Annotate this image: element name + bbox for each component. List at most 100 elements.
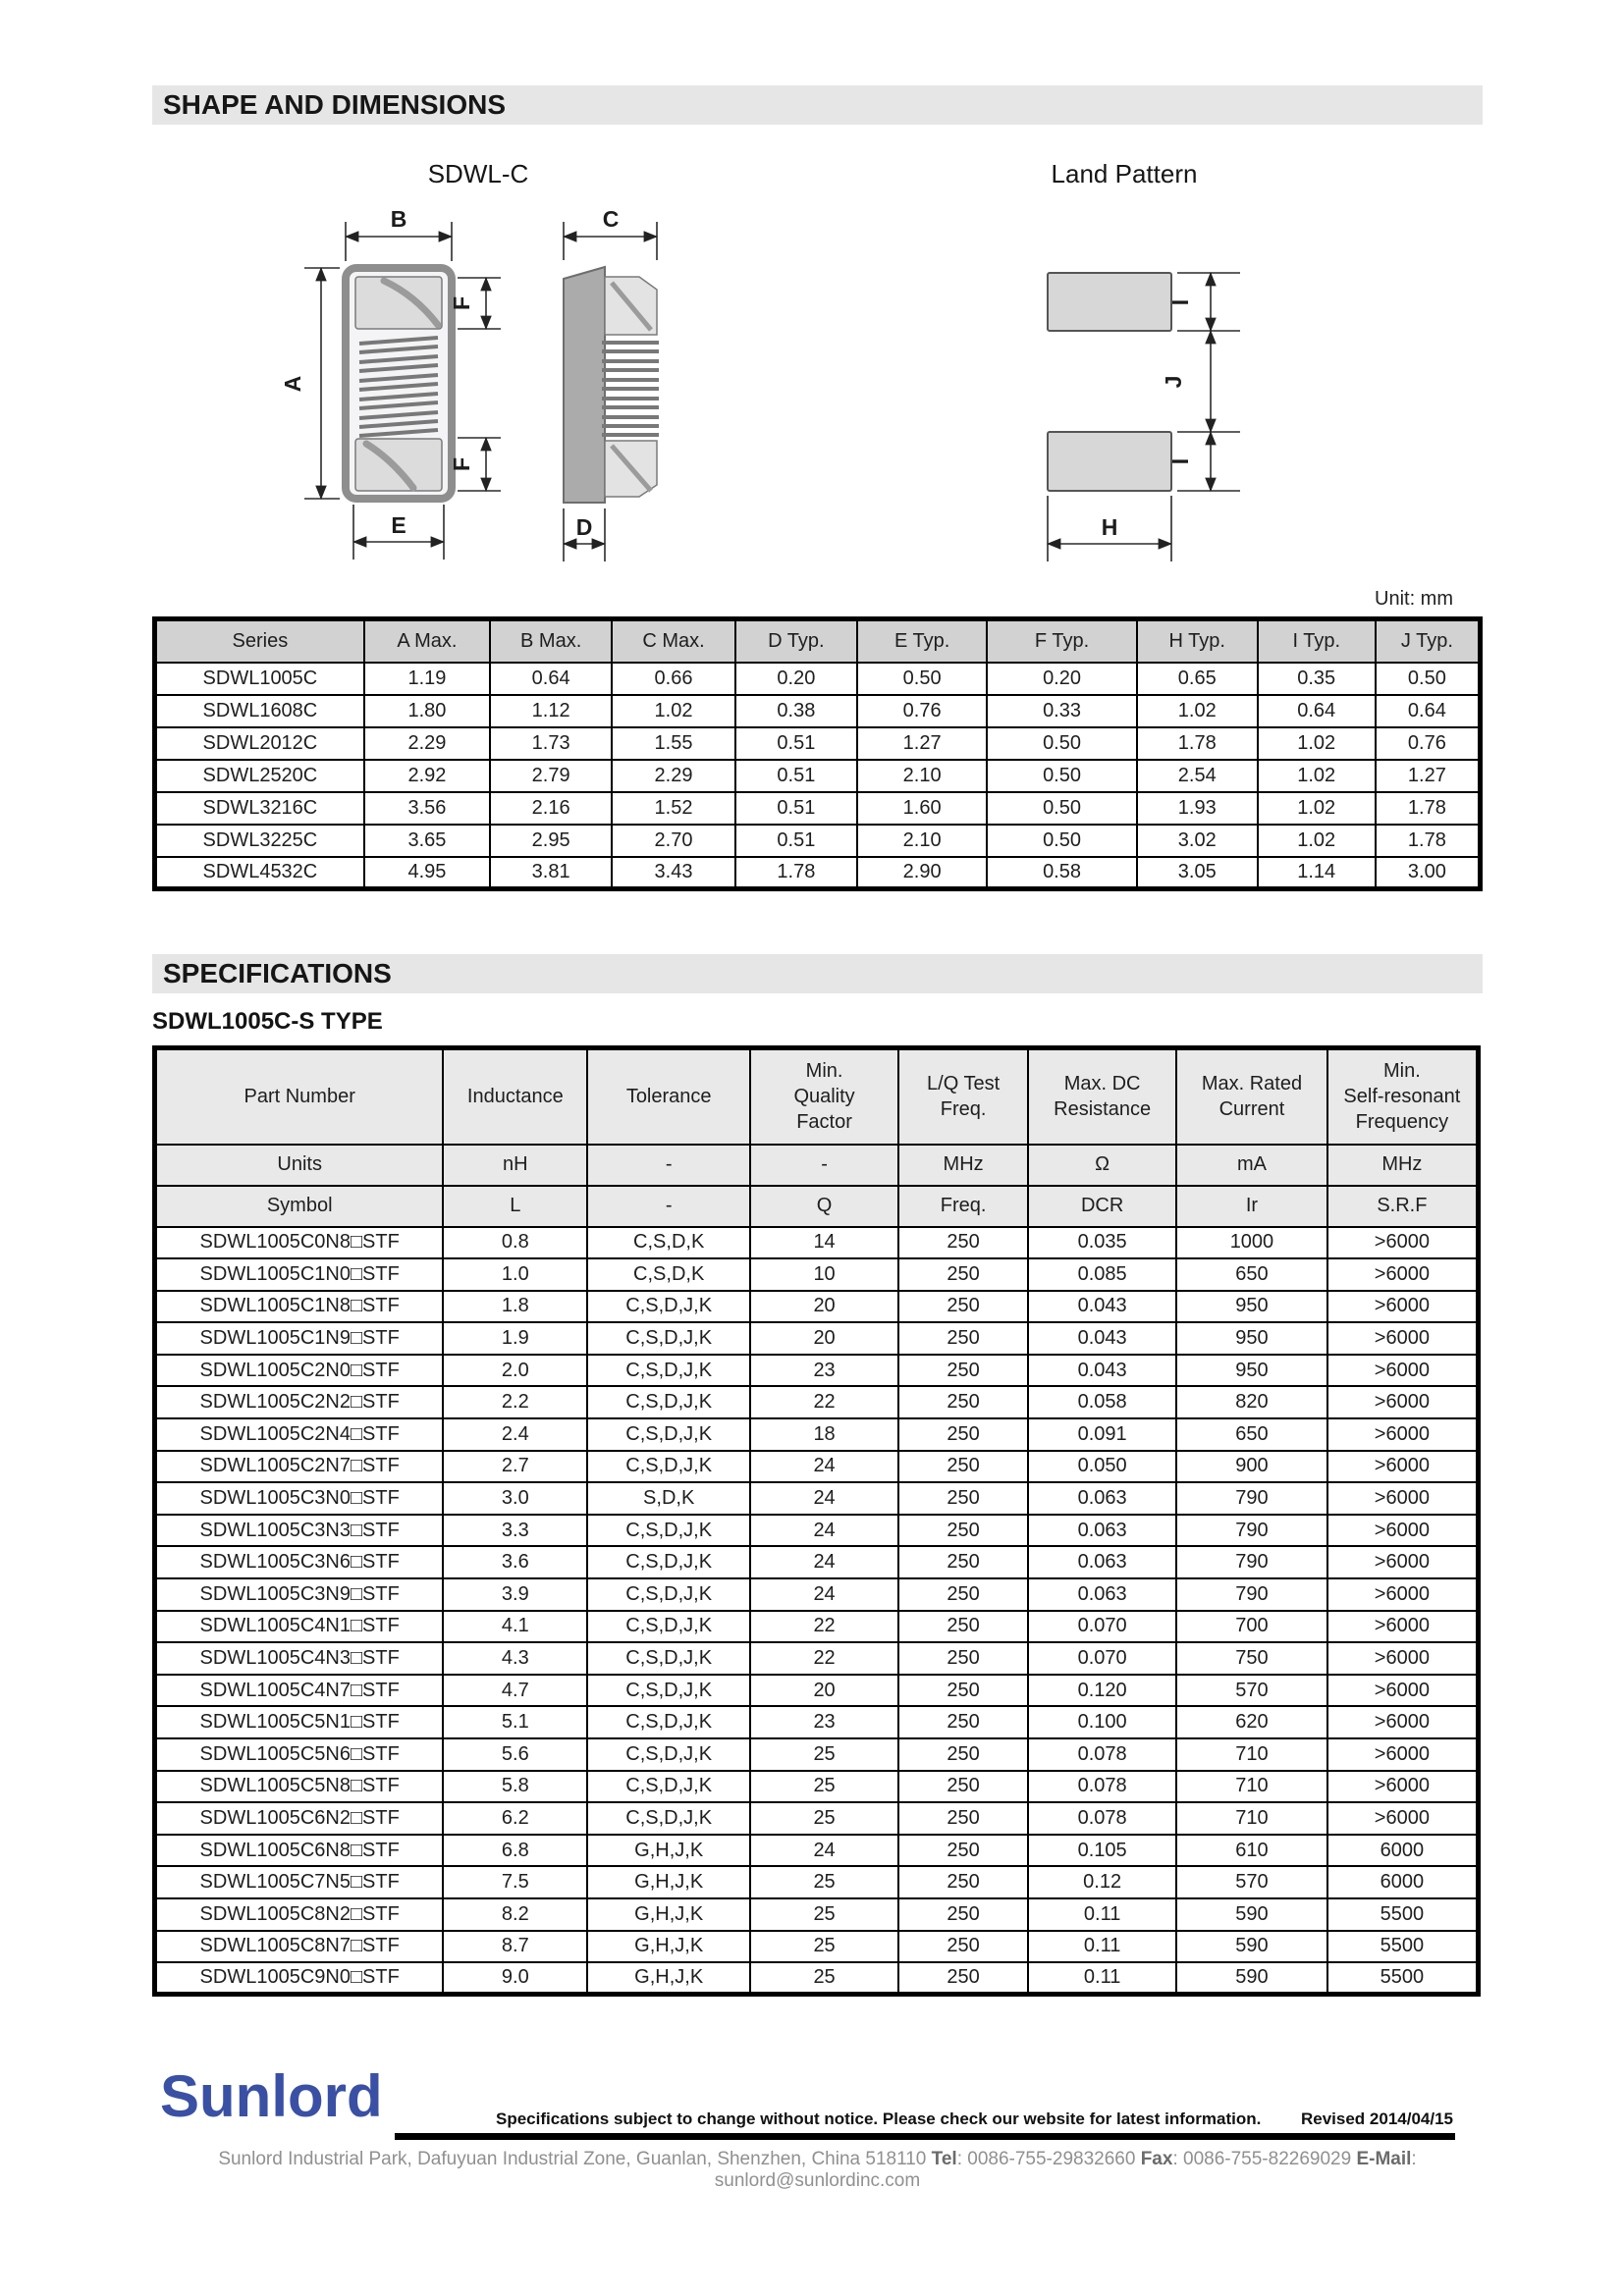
address-email: : sunlord@sunlordinc.com (714, 2149, 1417, 2191)
footer-disclaimer: Specifications subject to change without… (496, 2109, 1453, 2129)
table-row: SDWL4532C 4.95 3.81 3.43 1.78 2.90 0.58 3.05 1.1… (153, 855, 1482, 890)
cell: 710 (1175, 1801, 1328, 1836)
section-header-specifications: SPECIFICATIONS (152, 954, 1483, 993)
dim-label-f-top: F (449, 296, 474, 310)
cell: 2.7 (442, 1449, 589, 1484)
cell: 2.95 (489, 823, 614, 858)
cell: 6.2 (442, 1801, 589, 1836)
cell: 250 (897, 1321, 1030, 1356)
cell: 24 (749, 1513, 900, 1548)
cell: 0.20 (733, 661, 858, 696)
cell: 650 (1175, 1417, 1328, 1452)
cell: 900 (1175, 1449, 1328, 1484)
cell: Inductance (442, 1046, 589, 1146)
cell: C,S,D,J,K (586, 1545, 752, 1580)
cell: 0.50 (986, 758, 1138, 793)
cell: C Max. (611, 617, 736, 664)
dimension-diagram: B A F F E (280, 206, 1240, 561)
side-view-dimension-lines (562, 222, 659, 561)
footer-divider-line (395, 2133, 1455, 2140)
cell: C,S,D,J,K (586, 1353, 752, 1388)
cell: 250 (897, 1865, 1030, 1899)
cell: 2.54 (1135, 758, 1259, 793)
table-row: SDWL1005C3N3□STF 3.3 C,S,D,J,K 24 250 0.063 79… (153, 1513, 1480, 1548)
cell: 0.66 (611, 661, 736, 696)
cell: 250 (897, 1961, 1030, 1996)
table-row: SDWL1005C1N0□STF 1.0 C,S,D,K 10 250 0.085 650 >… (153, 1257, 1480, 1292)
cell: 2.29 (362, 725, 492, 761)
cell: 250 (897, 1289, 1030, 1324)
table-row: SDWL1005C7N5□STF 7.5 G,H,J,K 25 250 0.12 570 60… (153, 1865, 1480, 1899)
address-location: Sunlord Industrial Park, Dafuyuan Indust… (218, 2149, 932, 2169)
cell: 250 (897, 1801, 1030, 1836)
cell: 25 (749, 1801, 900, 1836)
cell: G,H,J,K (586, 1961, 752, 1996)
cell: 6000 (1326, 1833, 1480, 1868)
table-row: SDWL1005C3N0□STF 3.0 S,D,K 24 250 0.063 790 >60… (153, 1481, 1480, 1516)
cell: 570 (1175, 1865, 1328, 1899)
cell: 18 (749, 1417, 900, 1452)
dim-label-c: C (603, 206, 620, 232)
land-pattern-drawing (1047, 272, 1172, 492)
disclaimer-text: Specifications subject to change without… (496, 2109, 1262, 2128)
cell: 4.7 (442, 1673, 589, 1708)
cell: SDWL1005C0N8□STF (153, 1225, 445, 1260)
cell: SDWL1608C (153, 693, 365, 728)
cell: >6000 (1326, 1705, 1480, 1739)
cell: 4.95 (362, 855, 492, 890)
cell: 0.11 (1027, 1896, 1178, 1932)
cell: 250 (897, 1225, 1030, 1260)
cell: 8.7 (442, 1929, 589, 1964)
table-row: SDWL1005C5N1□STF 5.1 C,S,D,J,K 23 250 0.100 62… (153, 1705, 1480, 1739)
cell: 0.100 (1027, 1705, 1178, 1739)
cell: 2.90 (855, 855, 989, 890)
table-row: SDWL1608C 1.80 1.12 1.02 0.38 0.76 0.33 1.02 0.6… (153, 693, 1482, 728)
cell: 0.070 (1027, 1609, 1178, 1644)
cell: 20 (749, 1321, 900, 1356)
cell: 1.19 (362, 661, 492, 696)
cell: 790 (1175, 1577, 1328, 1612)
cell: 6000 (1326, 1865, 1480, 1899)
table-row: SDWL1005C2N7□STF 2.7 C,S,D,J,K 24 250 0.050 90… (153, 1449, 1480, 1484)
cell: 2.79 (489, 758, 614, 793)
cell: SDWL1005C5N1□STF (153, 1705, 445, 1739)
cell: B Max. (489, 617, 614, 664)
land-pattern-dimension-lines (1046, 271, 1240, 561)
cell: 250 (897, 1417, 1030, 1452)
cell: C,S,D,J,K (586, 1417, 752, 1452)
cell: 3.05 (1135, 855, 1259, 890)
cell: 650 (1175, 1257, 1328, 1292)
cell: 250 (897, 1833, 1030, 1868)
cell: C,S,D,J,K (586, 1673, 752, 1708)
table-row: SDWL2012C 2.29 1.73 1.55 0.51 1.27 0.50 1.78 1.0… (153, 725, 1482, 761)
cell: 250 (897, 1737, 1030, 1772)
cell: 0.50 (986, 823, 1138, 858)
cell: Max. DC Resistance (1027, 1046, 1178, 1146)
cell: 25 (749, 1737, 900, 1772)
cell: G,H,J,K (586, 1833, 752, 1868)
cell: 570 (1175, 1673, 1328, 1708)
cell: 0.50 (986, 725, 1138, 761)
cell: 0.078 (1027, 1769, 1178, 1804)
table-row: SDWL1005C2N0□STF 2.0 C,S,D,J,K 23 250 0.043 95… (153, 1353, 1480, 1388)
cell: S,D,K (586, 1481, 752, 1516)
cell: 3.43 (611, 855, 736, 890)
cell: - (749, 1143, 900, 1187)
dim-label-i-top: I (1167, 299, 1193, 305)
cell: 1.12 (489, 693, 614, 728)
cell: 250 (897, 1545, 1030, 1580)
cell: 3.56 (362, 790, 492, 826)
cell: 610 (1175, 1833, 1328, 1868)
cell: H Typ. (1135, 617, 1259, 664)
cell: 2.92 (362, 758, 492, 793)
cell: C,S,D,K (586, 1225, 752, 1260)
cell: 5500 (1326, 1929, 1480, 1964)
cell: 3.0 (442, 1481, 589, 1516)
cell: E Typ. (855, 617, 989, 664)
cell: 0.050 (1027, 1449, 1178, 1484)
cell: 0.043 (1027, 1289, 1178, 1324)
cell: - (586, 1143, 752, 1187)
cell: SDWL1005C8N2□STF (153, 1896, 445, 1932)
cell: 0.65 (1135, 661, 1259, 696)
